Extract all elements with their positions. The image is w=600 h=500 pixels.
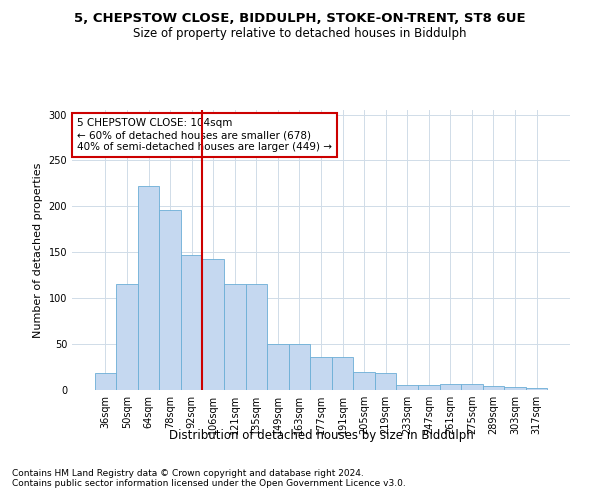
Bar <box>138 186 160 390</box>
Text: Size of property relative to detached houses in Biddulph: Size of property relative to detached ho… <box>133 28 467 40</box>
Y-axis label: Number of detached properties: Number of detached properties <box>33 162 43 338</box>
Bar <box>526 388 547 390</box>
Text: 5 CHEPSTOW CLOSE: 104sqm
← 60% of detached houses are smaller (678)
40% of semi-: 5 CHEPSTOW CLOSE: 104sqm ← 60% of detach… <box>77 118 332 152</box>
Bar <box>245 284 267 390</box>
Bar <box>418 386 440 390</box>
Bar <box>482 386 504 390</box>
Bar <box>375 374 397 390</box>
Bar <box>181 255 202 390</box>
Bar <box>202 258 224 390</box>
Text: 5, CHEPSTOW CLOSE, BIDDULPH, STOKE-ON-TRENT, ST8 6UE: 5, CHEPSTOW CLOSE, BIDDULPH, STOKE-ON-TR… <box>74 12 526 26</box>
Bar <box>116 284 138 390</box>
Bar <box>504 387 526 390</box>
Bar <box>440 384 461 390</box>
Bar <box>353 372 375 390</box>
Bar <box>397 386 418 390</box>
Text: Distribution of detached houses by size in Biddulph: Distribution of detached houses by size … <box>169 428 473 442</box>
Bar <box>310 357 332 390</box>
Bar <box>461 384 482 390</box>
Bar <box>160 210 181 390</box>
Bar <box>289 344 310 390</box>
Bar <box>224 284 245 390</box>
Text: Contains HM Land Registry data © Crown copyright and database right 2024.: Contains HM Land Registry data © Crown c… <box>12 468 364 477</box>
Bar <box>267 344 289 390</box>
Bar <box>332 357 353 390</box>
Bar <box>95 374 116 390</box>
Text: Contains public sector information licensed under the Open Government Licence v3: Contains public sector information licen… <box>12 478 406 488</box>
